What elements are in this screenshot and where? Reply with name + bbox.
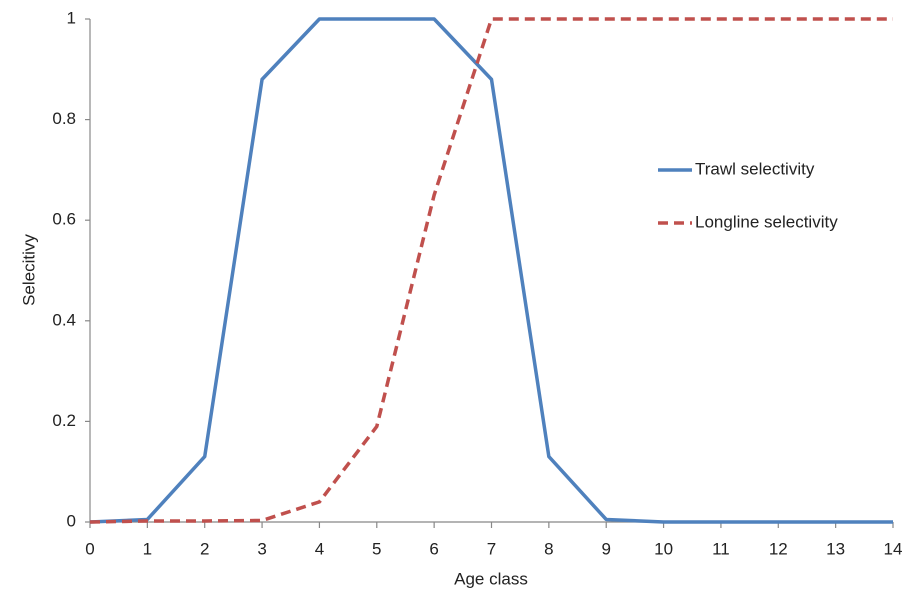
- x-tick-label: 3: [257, 539, 266, 558]
- x-tick-label: 11: [712, 539, 730, 558]
- x-tick-label: 5: [372, 539, 381, 558]
- x-tick-label: 7: [487, 539, 496, 558]
- x-tick-label: 6: [429, 539, 438, 558]
- x-axis-label: Age class: [454, 569, 528, 588]
- x-tick-label: 14: [884, 539, 903, 558]
- series-line: [89, 17, 893, 524]
- y-tick-label: 0.2: [52, 411, 76, 430]
- x-tick-label: 8: [544, 539, 553, 558]
- x-tick-label: 4: [315, 539, 324, 558]
- y-tick-label: 0: [67, 511, 76, 530]
- x-tick-label: 0: [85, 539, 94, 558]
- x-tick-label: 13: [826, 539, 845, 558]
- x-tick-label: 2: [200, 539, 209, 558]
- legend-label: Longline selectivity: [695, 212, 838, 231]
- y-tick-label: 0.4: [52, 310, 76, 329]
- x-tick-label: 12: [769, 539, 788, 558]
- legend-label: Trawl selectivity: [695, 159, 815, 178]
- y-axis-label: Selecitivy: [19, 234, 38, 306]
- x-tick-label: 1: [143, 539, 152, 558]
- y-tick-label: 0.8: [52, 109, 76, 128]
- y-tick-label: 0.6: [52, 210, 76, 229]
- x-tick-label: 9: [601, 539, 610, 558]
- y-tick-label: 1: [67, 8, 76, 27]
- x-tick-label: 10: [654, 539, 673, 558]
- series-line: [89, 17, 893, 524]
